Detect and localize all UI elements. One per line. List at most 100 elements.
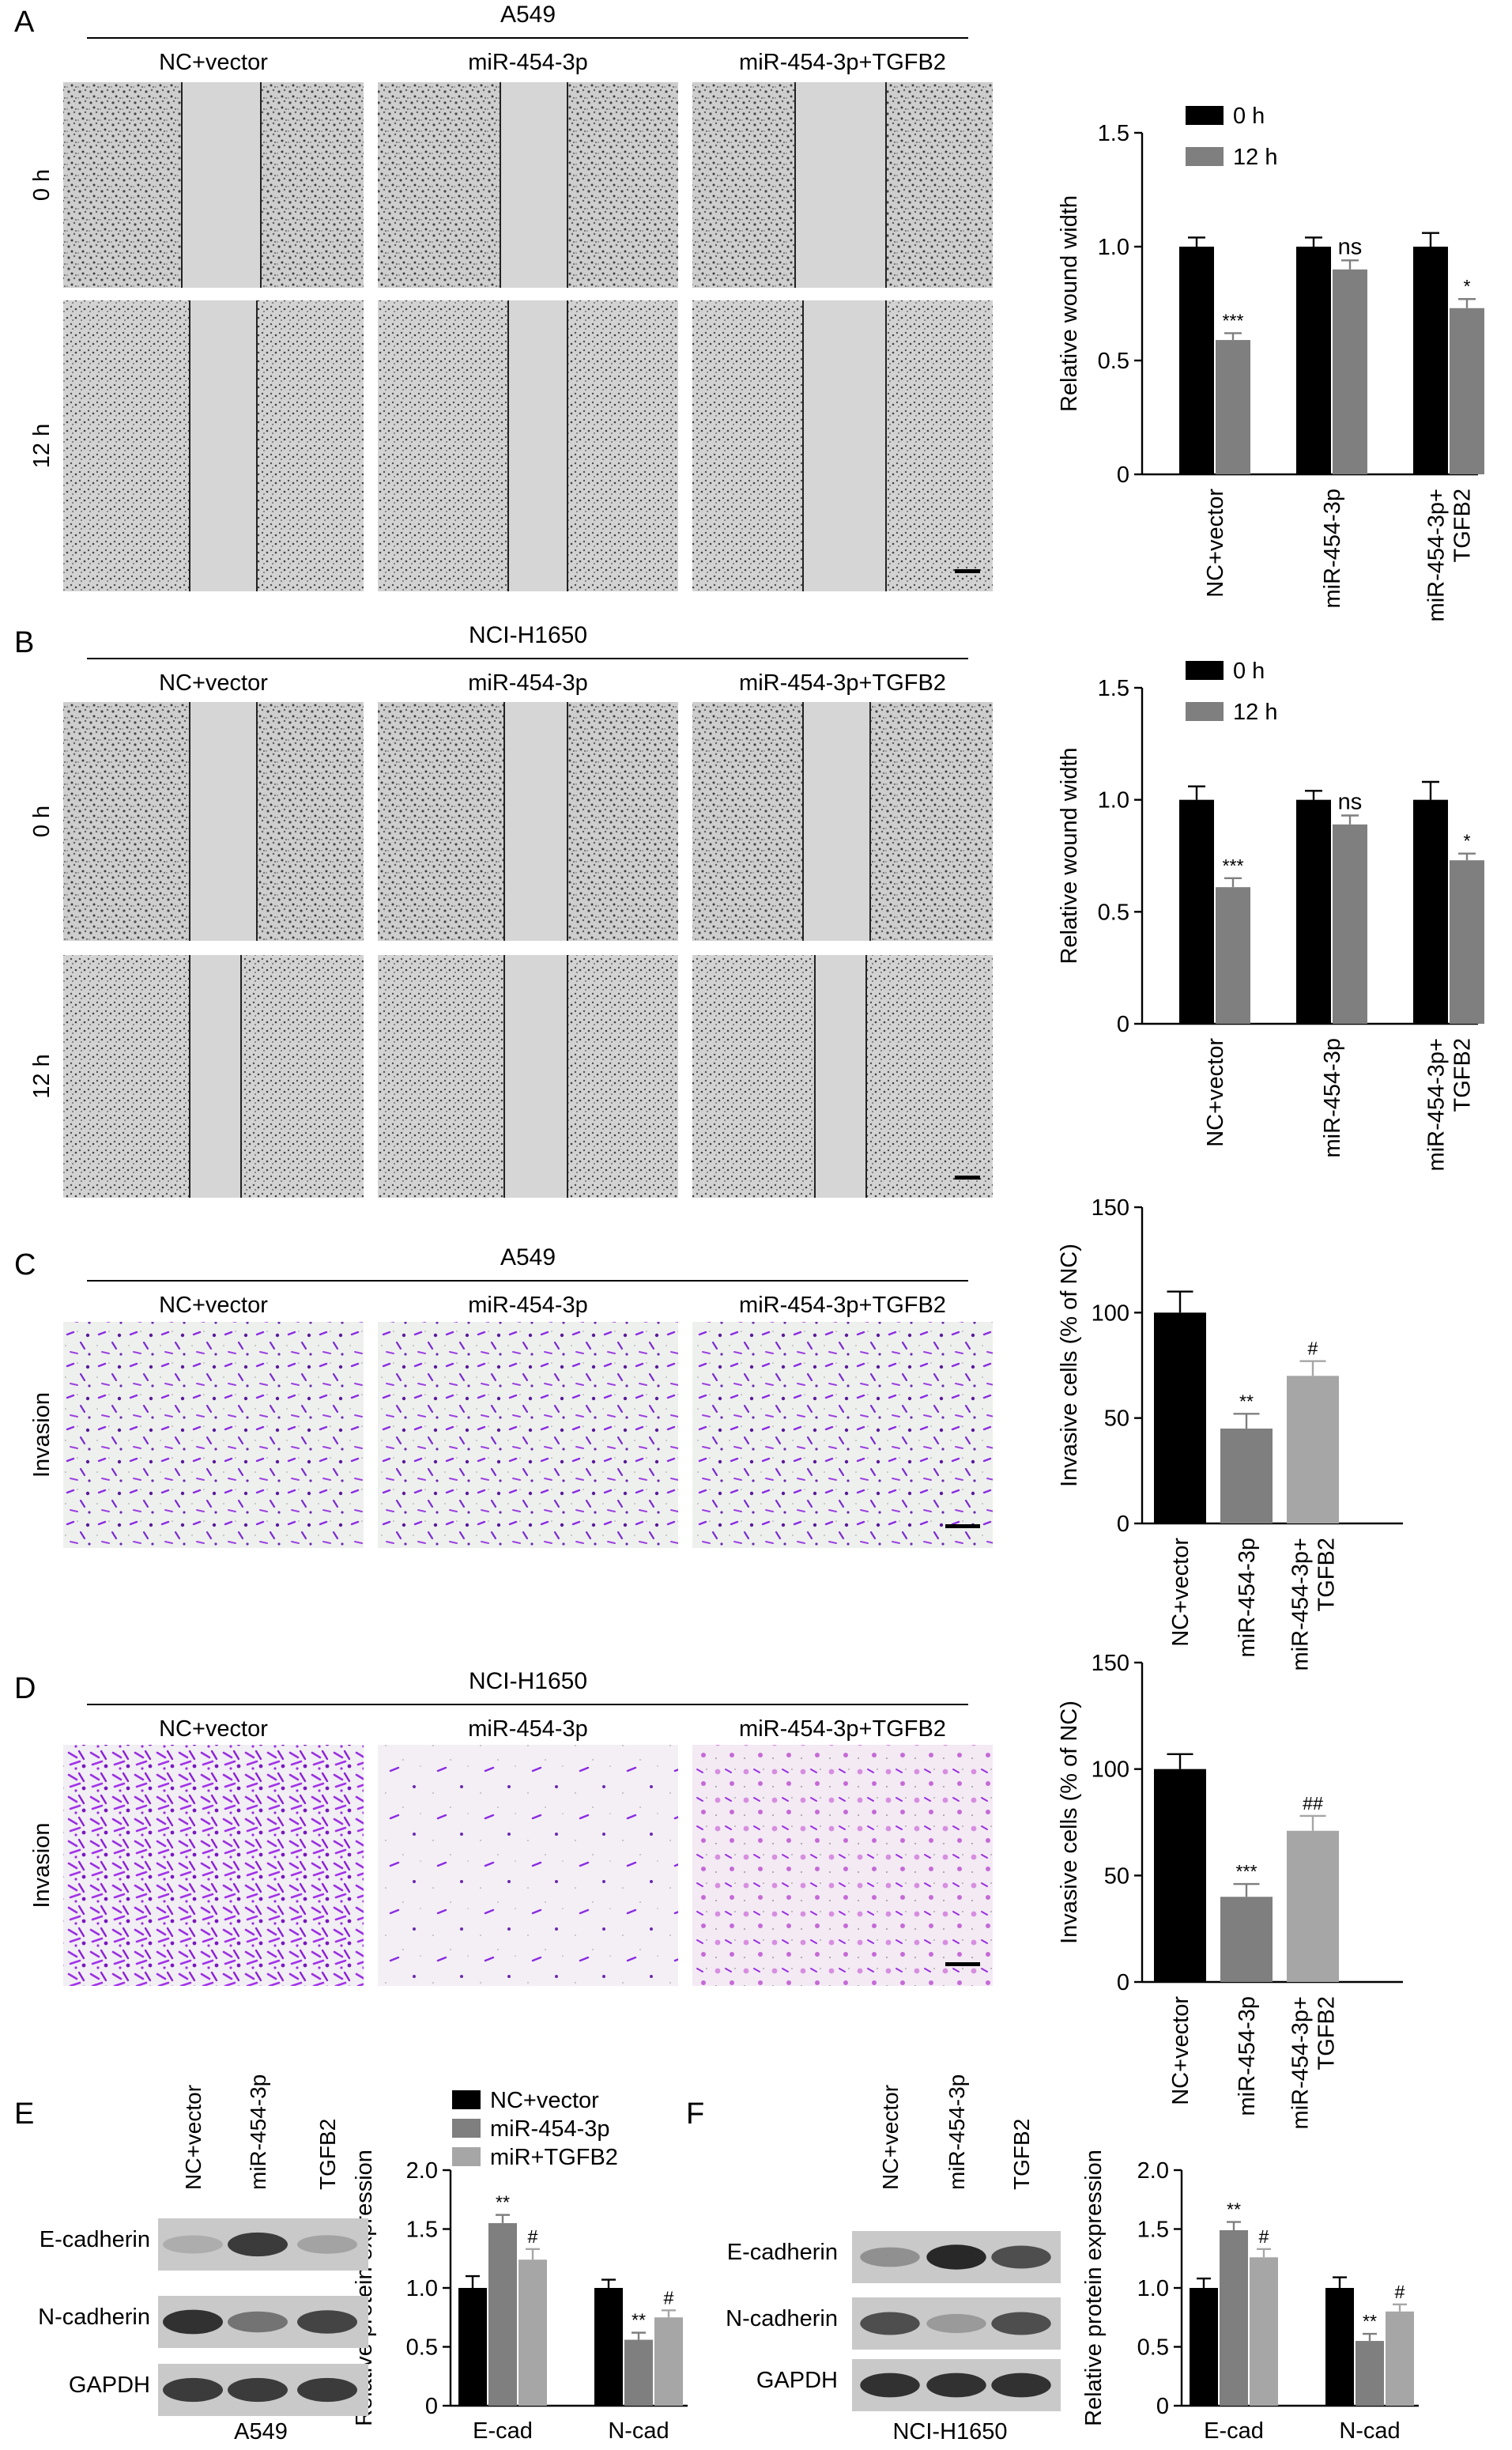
panel-letter: F [686, 2097, 704, 2131]
condition-label: miR-454-3p [468, 1293, 588, 1318]
y-tick-label: 0.5 [1098, 349, 1129, 374]
micrograph [692, 955, 993, 1198]
band-label: N-cadherin [726, 2306, 838, 2331]
protein-band [297, 2235, 357, 2254]
category-label: E-cad [473, 2418, 533, 2444]
wound-gap [803, 702, 870, 941]
legend-label: 12 h [1233, 145, 1277, 170]
protein-band [926, 2373, 986, 2398]
protein-band [163, 2377, 223, 2403]
micrograph [692, 82, 993, 288]
bar [1287, 1830, 1339, 1982]
micrograph [63, 82, 364, 288]
bar [1250, 2257, 1278, 2406]
bar [1179, 247, 1214, 474]
y-tick-label: 50 [1104, 1406, 1129, 1432]
bar [1325, 2288, 1354, 2406]
category-label: miR-454-3p [1320, 1038, 1345, 1158]
chart-D: 0 50 100 150 Invasive cells (% of NC) NC+vect… [1057, 1651, 1403, 2129]
micrograph [63, 702, 364, 941]
category-label: N-cad [1339, 2418, 1400, 2444]
condition-label: miR-454-3p+TGFB2 [739, 50, 946, 75]
cell-line-title: NCI-H1650 [469, 1668, 587, 1694]
significance-label: ns [1338, 234, 1363, 259]
y-axis-label: Relative protein expression [1081, 2150, 1107, 2426]
significance-label: ns [1338, 790, 1363, 815]
wound-gap [190, 702, 257, 941]
panel-B: B NCI-H1650 NC+vector miR-454-3p miR-454-3p+… [14, 622, 993, 1198]
condition-label: miR-454-3p+TGFB2 [739, 1716, 946, 1742]
micrograph [378, 702, 678, 941]
micrograph [378, 300, 678, 591]
condition-label: miR-454-3p [468, 50, 588, 75]
micrograph [378, 1745, 678, 1986]
y-tick-label: 50 [1104, 1863, 1129, 1889]
y-tick-label: 100 [1092, 1757, 1129, 1783]
micrograph [63, 955, 364, 1198]
bar [624, 2339, 653, 2406]
category-label: miR-454-3p [1235, 1996, 1260, 2116]
panel-letter: D [14, 1672, 36, 1705]
category-label: miR-454-3p+ [1424, 1038, 1450, 1171]
row-label: Invasion [29, 1392, 55, 1478]
protein-band [163, 2235, 223, 2254]
bar [1154, 1769, 1206, 1982]
y-tick-label: 0 [425, 2394, 438, 2419]
micrograph [63, 300, 364, 591]
wound-gap [500, 82, 567, 288]
y-tick-label: 0.5 [406, 2335, 438, 2361]
category-label: NC+vector [1168, 1996, 1193, 2105]
bar [1190, 2288, 1218, 2406]
panel-F: F NC+vector miR-454-3p TGFB2 E-cadherin N-cad… [686, 2074, 1061, 2444]
bar [1220, 1897, 1273, 1982]
y-tick-label: 2.0 [1137, 2158, 1169, 2184]
significance-label: ** [496, 2192, 510, 2213]
y-tick-label: 1.0 [1098, 235, 1129, 260]
legend-swatch [1186, 702, 1224, 721]
category-label: miR-454-3p+ [1424, 489, 1450, 621]
micrograph [692, 1322, 993, 1548]
chart-B: 0 0.5 1.0 1.5 Relative wound width *** NC+vect… [1057, 659, 1484, 1171]
wound-gap [795, 82, 886, 288]
significance-label: * [1463, 276, 1470, 296]
row-label: 0 h [29, 806, 55, 837]
y-tick-label: 0 [1117, 1512, 1129, 1537]
y-tick-label: 0 [1156, 2394, 1169, 2419]
protein-band [991, 2312, 1051, 2335]
y-tick-label: 1.0 [1098, 788, 1129, 814]
lane-label: NC+vector [181, 2085, 205, 2190]
bar [518, 2259, 547, 2406]
micrograph [63, 1745, 364, 1986]
panel-letter: C [14, 1248, 36, 1282]
category-label: TGFB2 [1450, 1038, 1476, 1112]
wound-gap [190, 300, 257, 591]
panel-letter: E [14, 2097, 34, 2131]
band-label: N-cadherin [38, 2305, 150, 2330]
lane-label: miR-454-3p [246, 2074, 270, 2190]
bar [1413, 799, 1448, 1024]
y-tick-label: 0 [1117, 1012, 1129, 1037]
condition-label: NC+vector [159, 1293, 268, 1318]
condition-label: miR-454-3p [468, 670, 588, 696]
category-label: NC+vector [1203, 1038, 1228, 1147]
legend-label: 12 h [1233, 700, 1277, 725]
protein-band [991, 2373, 1051, 2398]
legend-swatch [452, 2119, 481, 2138]
scale-bar [945, 1524, 980, 1528]
row-label: 0 h [29, 169, 55, 201]
micrograph [378, 82, 678, 288]
legend-swatch [1186, 106, 1224, 125]
micrograph [378, 955, 678, 1198]
panel-letter: B [14, 626, 34, 659]
bar [1220, 1429, 1273, 1523]
category-label: miR-454-3p [1235, 1538, 1260, 1658]
significance-label: ** [1363, 2311, 1377, 2331]
chart-A: 0 0.5 1.0 1.5 Relative wound width *** NC+vect… [1057, 104, 1484, 621]
y-tick-label: 1.0 [406, 2276, 438, 2301]
protein-band [991, 2245, 1051, 2269]
y-axis-label: Relative wound width [1057, 747, 1082, 964]
condition-label: miR-454-3p [468, 1716, 588, 1742]
significance-label: *** [1235, 1861, 1257, 1882]
significance-label: ** [1227, 2199, 1241, 2220]
